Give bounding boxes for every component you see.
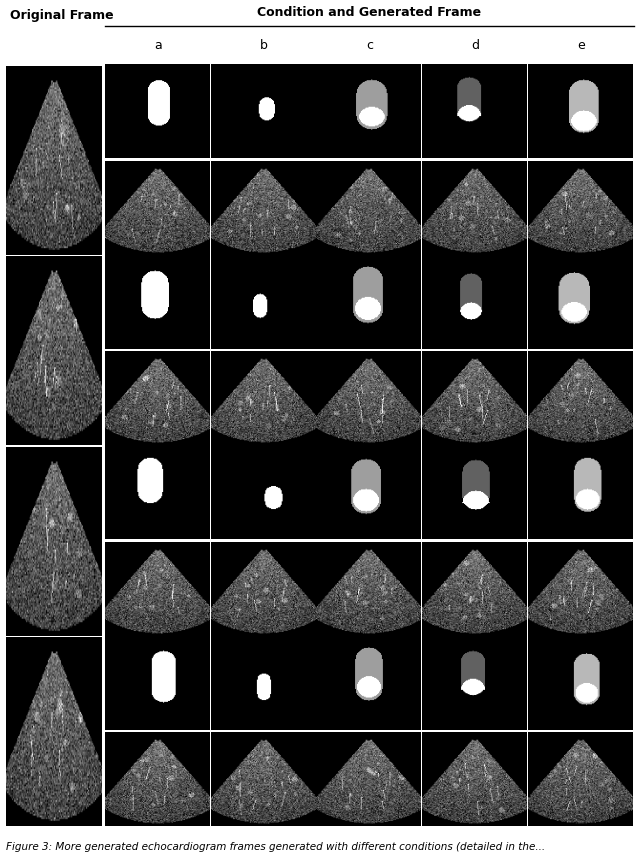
Text: d: d [471,39,479,52]
Text: e: e [577,39,584,52]
Text: Original Frame: Original Frame [10,9,113,21]
Text: Condition and Generated Frame: Condition and Generated Frame [257,6,481,19]
Text: b: b [260,39,268,52]
Text: a: a [154,39,162,52]
Text: c: c [366,39,372,52]
Text: Figure 3: More generated echocardiogram frames generated with different conditio: Figure 3: More generated echocardiogram … [6,843,545,852]
